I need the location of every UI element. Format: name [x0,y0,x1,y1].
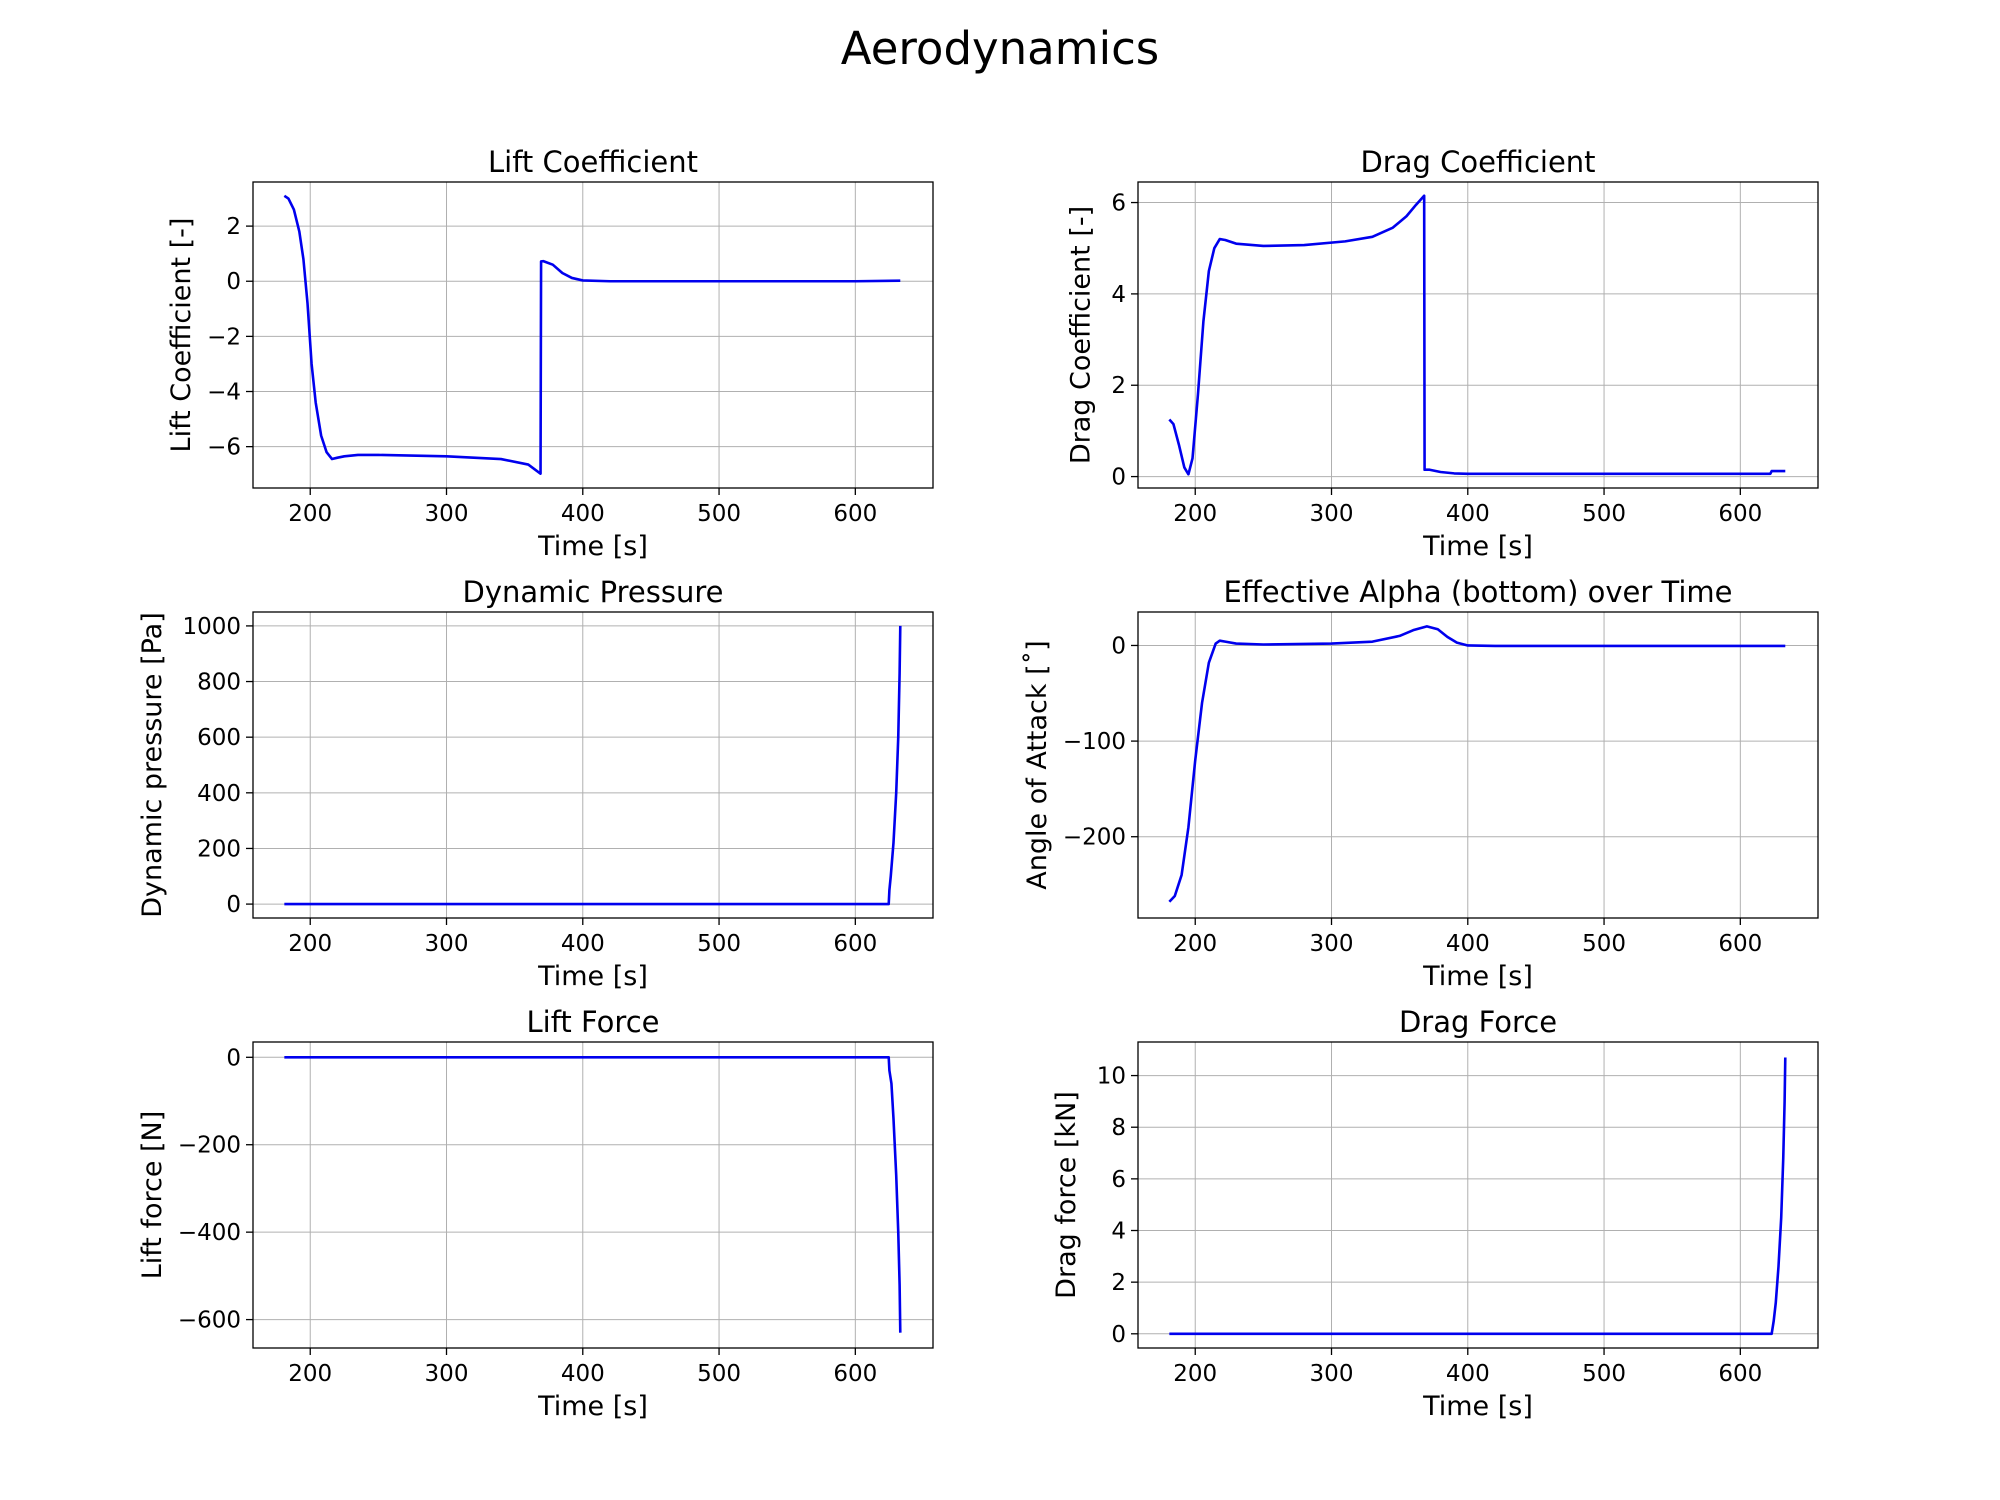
y-axis-label: Drag force [kN] [1051,1091,1082,1299]
y-tick-label: 8 [1111,1115,1126,1141]
series-line [284,1056,902,1333]
x-tick-label: 600 [833,1361,877,1387]
x-tick-label: 500 [1582,1361,1626,1387]
y-tick-label: −4 [207,380,241,406]
subplot-title: Lift Coefficient [488,145,698,179]
x-tick-label: 300 [425,1361,469,1387]
axes-frame [1137,181,1819,489]
x-tick-label: 600 [833,931,877,957]
y-tick-label: 4 [1111,282,1126,308]
axes-frame [1137,1041,1819,1349]
y-tick-label: −400 [178,1220,241,1246]
x-tick-label: 300 [1310,931,1354,957]
x-tick-label: 200 [288,931,332,957]
series-line [1169,1057,1787,1336]
y-tick-label: 0 [226,892,241,918]
y-tick-label: 800 [197,670,241,696]
y-tick-label: 200 [197,836,241,862]
x-tick-label: 300 [1310,501,1354,527]
y-tick-label: −200 [1063,825,1126,851]
x-tick-label: 600 [1718,1361,1762,1387]
x-tick-label: 500 [697,1361,741,1387]
y-tick-label: −600 [178,1308,241,1334]
x-tick-label: 200 [1173,931,1217,957]
x-tick-label: 400 [1446,501,1490,527]
x-tick-label: 200 [288,501,332,527]
y-axis-label: Lift Coefficient [-] [166,218,197,453]
x-tick-label: 400 [561,1361,605,1387]
x-tick-label: 400 [1446,931,1490,957]
axes-frame [252,611,934,919]
x-tick-label: 300 [425,931,469,957]
x-tick-label: 600 [1718,931,1762,957]
y-tick-label: 0 [226,1045,241,1071]
series-line [1168,625,1786,903]
axes-frame [252,181,934,489]
x-tick-label: 500 [1582,501,1626,527]
y-tick-label: 4 [1111,1219,1126,1245]
x-tick-label: 200 [288,1361,332,1387]
y-tick-label: 2 [226,214,241,240]
x-tick-label: 500 [1582,931,1626,957]
y-tick-label: −100 [1063,729,1126,755]
x-axis-label: Time [s] [537,961,648,992]
subplot-1: 200 300 400 500 600 2 0 −2 −4 −6 Lift Coefficient T… [166,145,934,562]
x-tick-label: 600 [833,501,877,527]
subplot-title: Effective Alpha (bottom) over Time [1223,575,1732,609]
series-line [1168,194,1786,476]
y-tick-label: 2 [1111,373,1126,399]
subplot-title: Dynamic Pressure [463,575,724,609]
x-tick-label: 500 [697,501,741,527]
x-axis-label: Time [s] [537,531,648,562]
axes-frame [252,1041,934,1349]
axes-frame [1137,611,1819,919]
series-line [284,625,902,906]
y-tick-label: 2 [1111,1270,1126,1296]
subplot-6: 200 300 400 500 600 10 8 6 4 2 0 Drag Force Time [s]… [1051,1005,1819,1422]
x-tick-label: 600 [1718,501,1762,527]
x-axis-label: Time [s] [1422,531,1533,562]
y-tick-label: −2 [207,324,241,350]
x-tick-label: 200 [1173,1361,1217,1387]
subplot-title: Drag Coefficient [1360,145,1595,179]
series-line [283,194,901,475]
x-tick-label: 400 [1446,1361,1490,1387]
y-tick-label: 600 [197,725,241,751]
x-axis-label: Time [s] [1422,961,1533,992]
y-tick-label: 0 [1111,633,1126,659]
x-tick-label: 200 [1173,501,1217,527]
x-tick-label: 300 [1310,1361,1354,1387]
x-tick-label: 300 [425,501,469,527]
figure-title: Aerodynamics [840,22,1160,75]
y-tick-label: 10 [1097,1064,1126,1090]
subplot-4: 200 300 400 500 600 0 −100 −200 Effective Alpha … [1022,575,1819,992]
subplot-5: 200 300 400 500 600 0 −200 −400 −600 Lift Force Ti… [137,1005,934,1422]
y-tick-label: 6 [1111,1167,1126,1193]
y-tick-label: −6 [207,435,241,461]
y-axis-label: Angle of Attack [˚] [1022,640,1053,889]
subplot-title: Lift Force [527,1005,660,1039]
subplot-2: 200 300 400 500 600 6 4 2 0 Drag Coefficient Time … [1066,145,1819,562]
y-tick-label: 1000 [182,614,241,640]
y-tick-label: 0 [1111,1322,1126,1348]
y-axis-label: Drag Coefficient [-] [1066,206,1097,464]
y-tick-label: 0 [226,269,241,295]
y-axis-label: Lift force [N] [137,1111,168,1280]
x-tick-label: 400 [561,931,605,957]
subplot-title: Drag Force [1399,1005,1557,1039]
y-axis-label: Dynamic pressure [Pa] [137,612,168,918]
x-tick-label: 400 [561,501,605,527]
y-tick-label: 6 [1111,191,1126,217]
y-tick-label: −200 [178,1133,241,1159]
x-axis-label: Time [s] [537,1391,648,1422]
x-tick-label: 500 [697,931,741,957]
x-axis-label: Time [s] [1422,1391,1533,1422]
y-tick-label: 0 [1111,465,1126,491]
subplot-3: 200 300 400 500 600 1000 800 600 400 200 0 Dynamic … [137,575,934,992]
y-tick-label: 400 [197,781,241,807]
